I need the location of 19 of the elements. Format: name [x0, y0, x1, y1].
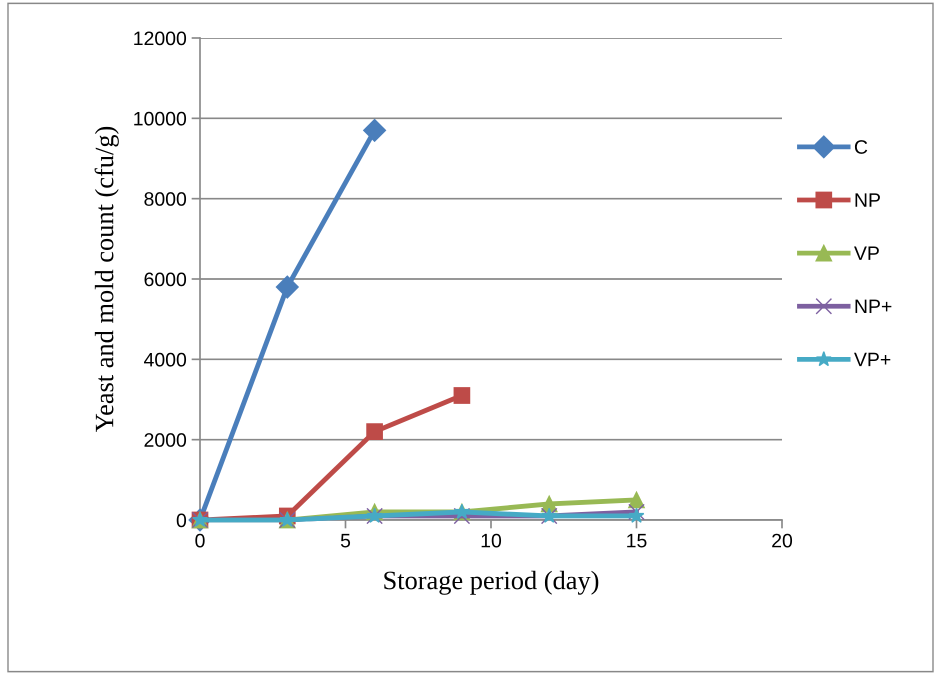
legend-label: VP	[854, 246, 879, 260]
y-axis-title: Yeast and mold count (cfu/g)	[94, 126, 119, 432]
y-tick-label: 8000	[144, 192, 186, 206]
legend-label: C	[854, 140, 868, 154]
x-axis-title: Storage period (day)	[384, 570, 598, 595]
y-tick-label: 10000	[134, 112, 186, 126]
y-tick-label: 2000	[144, 433, 186, 447]
legend-label: VP+	[854, 352, 890, 366]
legend-label: NP+	[856, 300, 892, 314]
x-tick-label: 0	[195, 534, 205, 548]
y-tick-label: 4000	[144, 352, 186, 367]
y-tick-label: 12000	[134, 31, 186, 46]
x-tick-label: 15	[627, 534, 646, 548]
y-tick-label: 6000	[144, 272, 186, 286]
x-tick-label: 20	[772, 534, 792, 548]
x-tick-label: 10	[482, 534, 502, 548]
y-tick-label: 0	[176, 513, 186, 528]
legend-label: NP	[856, 193, 880, 207]
x-tick-label: 5	[340, 534, 350, 548]
